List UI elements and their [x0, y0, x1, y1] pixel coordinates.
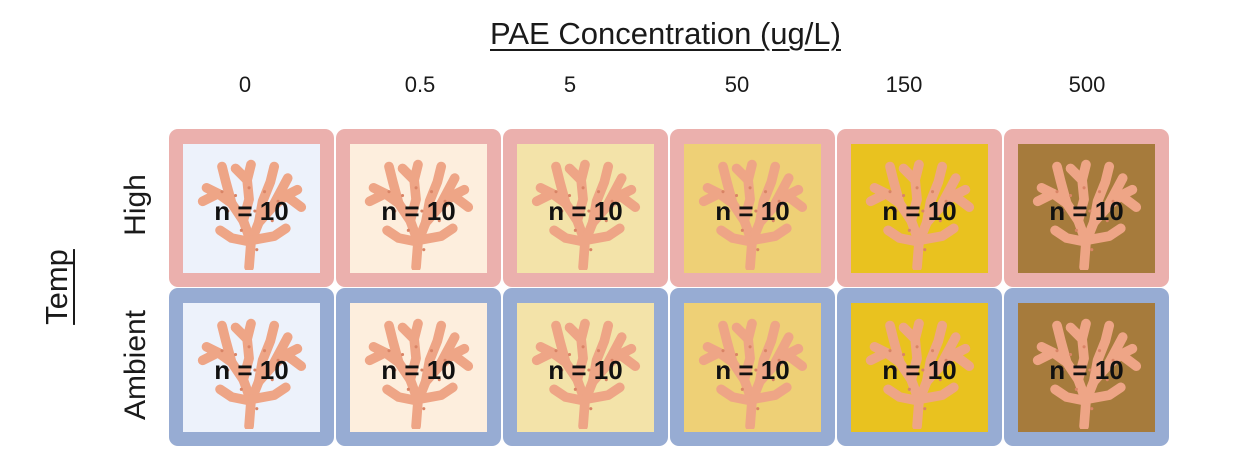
treatment-cell: n = 10: [336, 129, 501, 287]
coral-icon: [531, 318, 641, 429]
coral-icon: [865, 318, 975, 429]
temp-axis-label: Temp: [39, 249, 74, 325]
treatment-cell: n = 10: [1004, 129, 1169, 287]
concentration-swatch: n = 10: [517, 144, 654, 273]
column-label: 500: [1068, 72, 1106, 97]
coral-icon: [364, 159, 474, 270]
coral-icon: [865, 159, 975, 270]
row-label-high: High: [119, 174, 152, 236]
column-label: 150: [885, 72, 923, 97]
sample-size-label: n = 10: [715, 196, 790, 226]
coral-icon: [698, 159, 808, 270]
concentration-swatch: n = 10: [517, 303, 654, 432]
sample-size-label: n = 10: [715, 355, 790, 385]
treatment-cell: n = 10: [1004, 288, 1169, 446]
coral-icon: [1032, 159, 1142, 270]
treatment-cell: n = 10: [169, 288, 334, 446]
concentration-swatch: n = 10: [183, 144, 320, 273]
concentration-swatch: n = 10: [851, 144, 988, 273]
concentration-swatch: n = 10: [1018, 303, 1155, 432]
sample-size-label: n = 10: [381, 355, 456, 385]
sample-size-label: n = 10: [548, 355, 623, 385]
concentration-swatch: n = 10: [684, 144, 821, 273]
column-label: 5: [563, 72, 577, 97]
treatment-cell: n = 10: [670, 288, 835, 446]
concentration-swatch: n = 10: [1018, 144, 1155, 273]
coral-icon: [531, 159, 641, 270]
row-label-ambient: Ambient: [119, 309, 152, 421]
column-label: 0.5: [404, 72, 436, 97]
concentration-swatch: n = 10: [851, 303, 988, 432]
treatment-cell: n = 10: [837, 288, 1002, 446]
sample-size-label: n = 10: [214, 355, 289, 385]
concentration-swatch: n = 10: [183, 303, 320, 432]
treatment-cell: n = 10: [670, 129, 835, 287]
sample-size-label: n = 10: [882, 196, 957, 226]
sample-size-label: n = 10: [1049, 196, 1124, 226]
treatment-cell: n = 10: [336, 288, 501, 446]
column-label: 50: [724, 72, 750, 97]
treatment-cell: n = 10: [503, 288, 668, 446]
coral-icon: [698, 318, 808, 429]
concentration-swatch: n = 10: [684, 303, 821, 432]
sample-size-label: n = 10: [214, 196, 289, 226]
treatment-cell: n = 10: [837, 129, 1002, 287]
coral-icon: [197, 159, 307, 270]
sample-size-label: n = 10: [548, 196, 623, 226]
sample-size-label: n = 10: [882, 355, 957, 385]
sample-size-label: n = 10: [1049, 355, 1124, 385]
sample-size-label: n = 10: [381, 196, 456, 226]
treatment-cell: n = 10: [503, 129, 668, 287]
chart-title: PAE Concentration (ug/L): [490, 16, 841, 51]
treatment-cell: n = 10: [169, 129, 334, 287]
column-label: 0: [238, 72, 252, 97]
coral-icon: [364, 318, 474, 429]
concentration-swatch: n = 10: [350, 144, 487, 273]
coral-icon: [1032, 318, 1142, 429]
concentration-swatch: n = 10: [350, 303, 487, 432]
coral-icon: [197, 318, 307, 429]
